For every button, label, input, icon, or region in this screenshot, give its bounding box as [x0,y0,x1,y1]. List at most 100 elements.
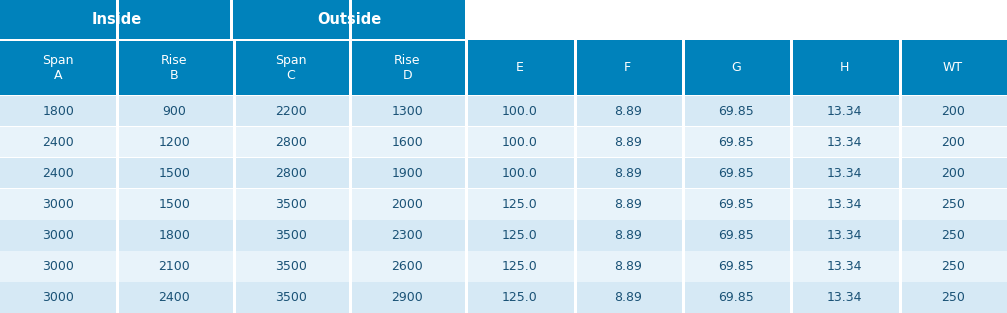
Text: 69.85: 69.85 [718,136,754,149]
Bar [465,220,468,251]
Text: 125.0: 125.0 [501,198,538,211]
Bar [790,220,794,251]
Bar [117,189,120,220]
Bar [682,220,685,251]
Text: 2300: 2300 [391,229,423,242]
Bar [0,39,1007,40]
Bar [574,158,682,189]
Bar [574,220,682,251]
Text: 8.89: 8.89 [614,105,641,118]
Bar [682,282,685,313]
Text: Rise
B: Rise B [161,54,187,82]
Bar [465,189,468,220]
Bar [0,40,465,41]
Text: F: F [624,61,631,74]
Bar [117,40,233,95]
Bar [465,0,1007,40]
Bar [0,219,1007,220]
Text: WT: WT [943,61,963,74]
Text: 3000: 3000 [42,229,75,242]
Text: 2100: 2100 [158,260,190,273]
Bar [0,282,117,313]
Text: 1800: 1800 [158,229,190,242]
Text: 8.89: 8.89 [614,291,641,304]
Bar [0,95,117,127]
Text: 250: 250 [941,291,965,304]
Bar [574,189,682,220]
Text: 8.89: 8.89 [614,198,641,211]
Bar [349,127,465,158]
Bar [682,95,790,127]
Bar [349,40,465,95]
Bar [574,127,577,158]
Text: 3500: 3500 [275,260,307,273]
Bar [465,95,468,127]
Bar [349,158,352,189]
Bar [682,158,790,189]
Text: 2400: 2400 [42,136,75,149]
Bar [117,40,120,95]
Bar [465,282,468,313]
Bar [574,282,682,313]
Bar [465,127,468,158]
Bar [349,251,465,282]
Text: 13.34: 13.34 [827,291,862,304]
Bar [574,95,682,127]
Bar [117,158,120,189]
Bar [349,220,352,251]
Bar [682,127,685,158]
Text: 2400: 2400 [42,167,75,180]
Bar [574,251,577,282]
Bar [349,95,465,127]
Text: 69.85: 69.85 [718,105,754,118]
Bar [349,127,352,158]
Bar [790,127,794,158]
Bar [898,251,901,282]
Bar [898,127,901,158]
Bar [233,158,236,189]
Bar [233,95,236,127]
Bar [790,251,898,282]
Bar [0,189,117,220]
Bar [574,189,577,220]
Text: 2200: 2200 [275,105,307,118]
Bar [682,127,790,158]
Bar [790,189,898,220]
Bar [898,40,1007,95]
Bar [790,282,898,313]
Bar [349,158,465,189]
Text: 200: 200 [941,105,965,118]
Bar [117,220,120,251]
Text: 1600: 1600 [391,136,423,149]
Bar [117,189,233,220]
Bar [0,95,1007,96]
Text: 13.34: 13.34 [827,105,862,118]
Bar [465,158,574,189]
Bar [898,95,901,127]
Bar [117,220,233,251]
Bar [682,95,685,127]
Text: 250: 250 [941,229,965,242]
Text: 3500: 3500 [275,291,307,304]
Text: 8.89: 8.89 [614,260,641,273]
Bar [349,282,465,313]
Text: 100.0: 100.0 [501,167,538,180]
Text: 1900: 1900 [391,167,423,180]
Text: 2800: 2800 [275,167,307,180]
Bar [465,40,574,95]
Text: 2800: 2800 [275,136,307,149]
Bar [349,40,352,95]
Bar [0,157,1007,158]
Bar [233,189,349,220]
Text: 13.34: 13.34 [827,198,862,211]
Text: 1500: 1500 [158,198,190,211]
Text: 13.34: 13.34 [827,167,862,180]
Text: 2600: 2600 [391,260,423,273]
Bar [233,158,349,189]
Bar [230,0,233,40]
Bar [117,251,120,282]
Bar [898,189,1007,220]
Bar [465,158,468,189]
Bar [0,40,117,95]
Bar [233,282,349,313]
